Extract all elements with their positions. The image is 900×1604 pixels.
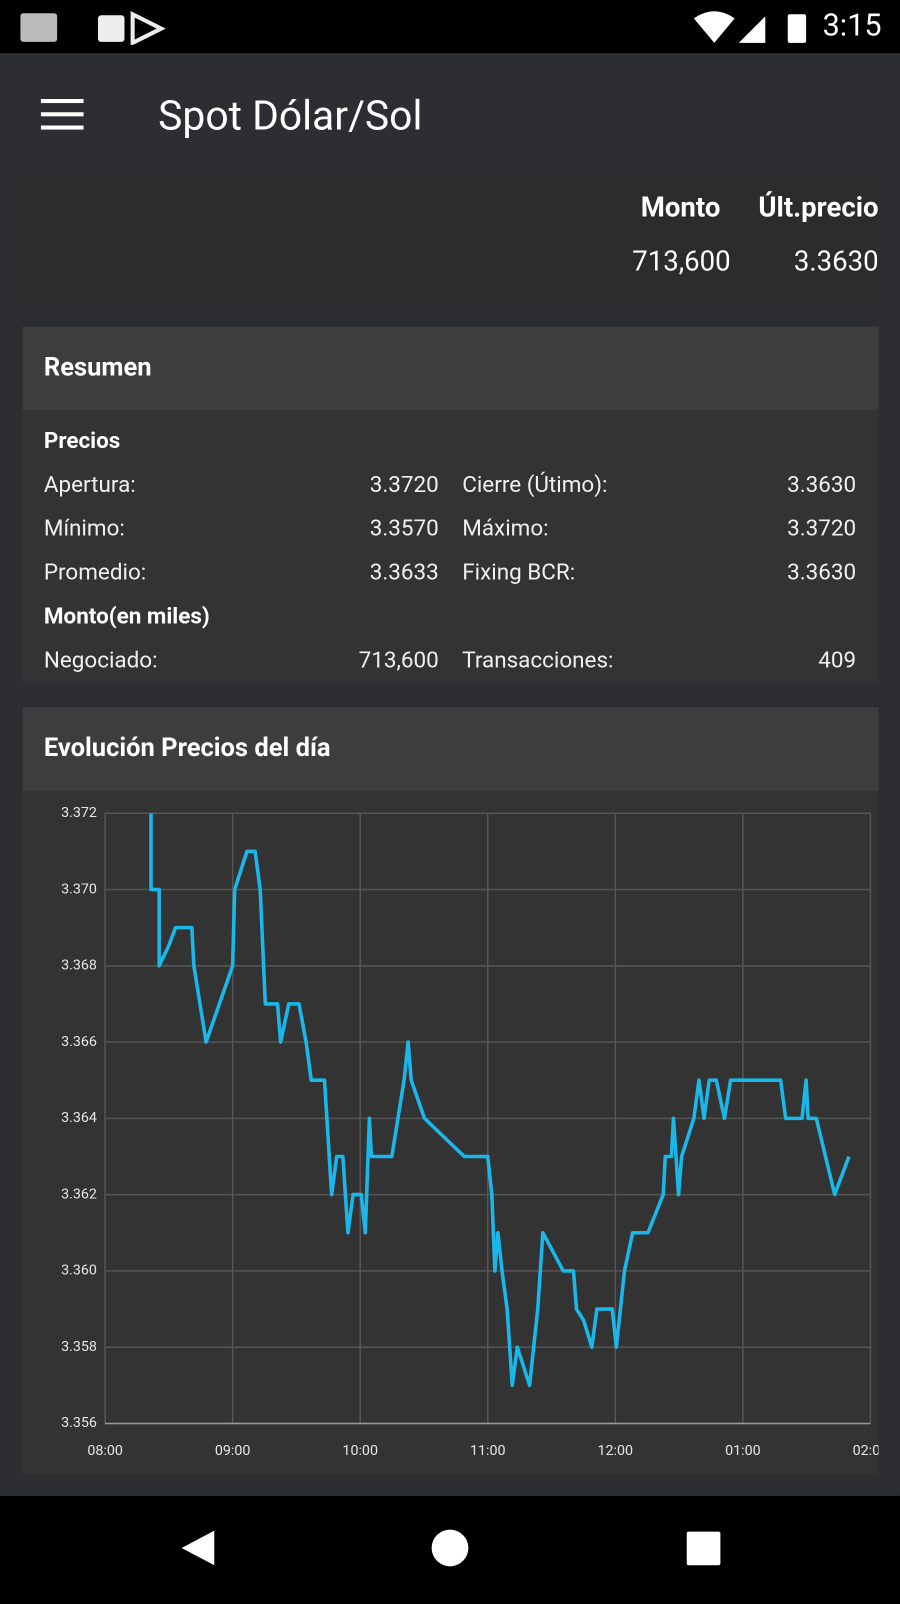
amount-value: 713,600 — [632, 244, 731, 278]
column-header: Monto — [640, 190, 721, 224]
header-panel: Monto Últ.precio 713,600 3.3630 — [22, 175, 879, 304]
y-tick-label: 3.358 — [61, 1339, 97, 1355]
section-title: Monto(en miles) — [43, 604, 210, 630]
app-icon — [97, 15, 125, 42]
signal-icon — [738, 16, 766, 43]
y-tick-label: 3.362 — [61, 1186, 97, 1202]
price-value: 3.3630 — [793, 244, 879, 278]
y-tick-label: 3.364 — [61, 1110, 97, 1126]
x-tick-label: 01:00 — [725, 1443, 761, 1459]
clock: 3:15 — [822, 8, 882, 44]
row-label: Mínimo: — [43, 516, 125, 542]
back-button[interactable] — [181, 1530, 215, 1566]
x-tick-label: 08:00 — [87, 1443, 123, 1459]
x-tick-label: 09:00 — [215, 1443, 251, 1459]
summary-card: Resumen Precios Apertura: 3.3720 Cierre (Út… — [22, 326, 879, 684]
app-title: Spot Dólar/Sol — [158, 91, 423, 140]
x-tick-label: 11:00 — [470, 1443, 506, 1459]
status-icons — [20, 10, 166, 45]
status-bar: 3:15 — [0, 0, 900, 54]
section-title: Precios — [43, 428, 121, 455]
column-header: Últ.precio — [758, 190, 879, 224]
nav-buttons — [181, 1529, 721, 1567]
card-title: Resumen — [43, 353, 152, 383]
battery-icon — [787, 14, 807, 43]
nav-bar — [0, 1495, 900, 1600]
row-label: Promedio: — [43, 560, 147, 586]
home-button[interactable] — [431, 1529, 469, 1567]
menu-button[interactable] — [40, 98, 84, 132]
x-tick-label: 12:00 — [598, 1443, 634, 1459]
chart-title: Evolución Precios del día — [43, 733, 331, 764]
chart: 3.356 3.358 3.360 3.362 3.364 3.366 3.368 3.370… — [61, 805, 879, 1459]
card-header: Resumen — [22, 326, 879, 411]
y-tick-label: 3.368 — [61, 958, 97, 974]
y-tick-label: 3.372 — [61, 805, 97, 821]
y-tick-label: 3.366 — [61, 1034, 97, 1050]
row-label: Fixing BCR: — [462, 560, 576, 586]
row-value: 3.3720 — [369, 472, 439, 498]
play-icon — [130, 10, 166, 45]
row-label: Apertura: — [43, 472, 136, 498]
row-label: Negociado: — [43, 647, 158, 674]
y-tick-label: 3.356 — [61, 1415, 97, 1431]
x-tick-label: 10:00 — [342, 1443, 378, 1459]
recents-button[interactable] — [686, 1531, 721, 1566]
y-tick-label: 3.360 — [61, 1263, 97, 1279]
row-label: Cierre (Útimo): — [462, 472, 608, 498]
app-bar: Spot Dólar/Sol — [0, 53, 900, 175]
row-value: 409 — [818, 647, 857, 674]
mail-icon — [20, 13, 58, 42]
y-tick-label: 3.370 — [61, 881, 97, 897]
row-value: 3.3630 — [787, 472, 857, 498]
x-tick-label: 02:00 — [853, 1443, 879, 1459]
wifi-icon — [693, 11, 735, 43]
card-header: Evolución Precios del día — [22, 707, 879, 791]
row-value: 3.3630 — [787, 560, 857, 586]
row-value: 3.3720 — [787, 516, 857, 542]
row-value: 3.3570 — [369, 516, 439, 542]
row-label: Máximo: — [462, 516, 549, 542]
row-value: 713,600 — [358, 647, 439, 674]
system-icons — [693, 11, 807, 43]
row-value: 3.3633 — [369, 560, 439, 586]
row-label: Transacciones: — [462, 647, 614, 674]
chart-card: Evolución Precios del día 3.356 3.358 3.36… — [22, 707, 879, 1475]
price-line — [149, 813, 851, 1388]
